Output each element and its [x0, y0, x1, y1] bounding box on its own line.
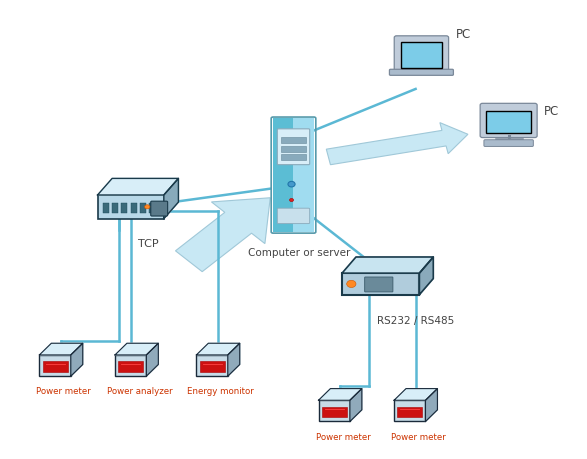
FancyBboxPatch shape	[277, 208, 310, 224]
FancyBboxPatch shape	[97, 195, 164, 218]
FancyBboxPatch shape	[118, 361, 143, 372]
Polygon shape	[419, 257, 433, 295]
FancyBboxPatch shape	[149, 203, 155, 213]
Circle shape	[288, 181, 295, 187]
FancyBboxPatch shape	[389, 69, 453, 75]
Polygon shape	[146, 343, 158, 376]
FancyBboxPatch shape	[281, 154, 306, 160]
Polygon shape	[176, 198, 270, 272]
Polygon shape	[115, 343, 158, 355]
Polygon shape	[39, 343, 83, 355]
FancyBboxPatch shape	[42, 361, 68, 372]
Polygon shape	[164, 179, 178, 218]
FancyBboxPatch shape	[484, 140, 534, 146]
Text: Power analyzer: Power analyzer	[107, 387, 172, 396]
FancyBboxPatch shape	[131, 203, 137, 213]
FancyBboxPatch shape	[112, 203, 118, 213]
Polygon shape	[350, 389, 362, 421]
Polygon shape	[71, 343, 83, 376]
Text: Power meter: Power meter	[36, 387, 91, 396]
FancyBboxPatch shape	[281, 137, 306, 143]
Circle shape	[144, 205, 150, 209]
FancyBboxPatch shape	[281, 146, 306, 152]
Polygon shape	[319, 389, 362, 400]
Polygon shape	[426, 389, 437, 421]
FancyBboxPatch shape	[39, 355, 71, 376]
Polygon shape	[97, 179, 178, 195]
FancyBboxPatch shape	[197, 355, 228, 376]
Text: Power meter: Power meter	[391, 433, 446, 442]
Circle shape	[289, 198, 294, 202]
Polygon shape	[394, 389, 437, 400]
FancyBboxPatch shape	[400, 42, 442, 68]
FancyBboxPatch shape	[322, 407, 347, 417]
Polygon shape	[197, 343, 239, 355]
FancyBboxPatch shape	[277, 129, 310, 165]
FancyBboxPatch shape	[394, 36, 448, 73]
FancyBboxPatch shape	[394, 400, 426, 421]
FancyBboxPatch shape	[294, 118, 314, 232]
FancyBboxPatch shape	[486, 111, 531, 133]
FancyBboxPatch shape	[365, 277, 393, 292]
FancyBboxPatch shape	[151, 201, 168, 216]
Text: Energy monitor: Energy monitor	[187, 387, 254, 396]
FancyBboxPatch shape	[103, 203, 109, 213]
FancyBboxPatch shape	[480, 103, 537, 138]
FancyBboxPatch shape	[200, 361, 225, 372]
Text: TCP: TCP	[138, 239, 158, 249]
Polygon shape	[342, 257, 433, 273]
Text: PC: PC	[456, 28, 471, 41]
Polygon shape	[228, 343, 239, 376]
Text: Power meter: Power meter	[316, 433, 370, 442]
Text: Computer or server: Computer or server	[248, 248, 350, 257]
FancyBboxPatch shape	[397, 407, 423, 417]
Text: RS232 / RS485: RS232 / RS485	[377, 316, 454, 325]
FancyBboxPatch shape	[342, 273, 419, 295]
Polygon shape	[326, 123, 468, 165]
Text: PC: PC	[544, 105, 559, 118]
FancyBboxPatch shape	[319, 400, 350, 421]
FancyBboxPatch shape	[115, 355, 146, 376]
Circle shape	[347, 280, 356, 287]
FancyBboxPatch shape	[122, 203, 127, 213]
FancyBboxPatch shape	[140, 203, 146, 213]
FancyBboxPatch shape	[273, 118, 294, 232]
